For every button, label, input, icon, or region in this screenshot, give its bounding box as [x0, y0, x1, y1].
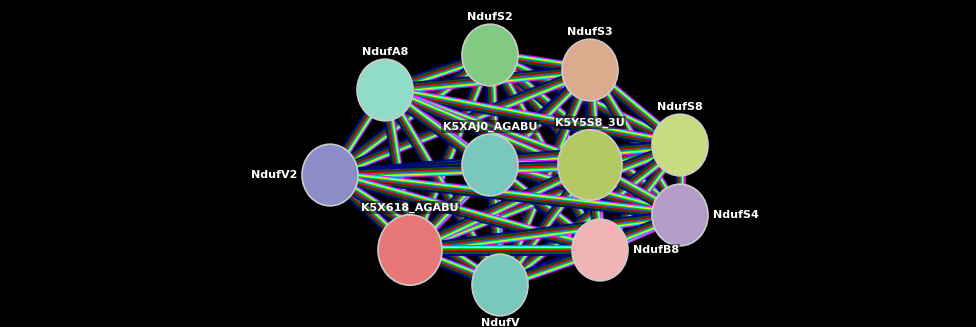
Ellipse shape	[462, 134, 518, 196]
Text: NdufB8: NdufB8	[633, 245, 679, 255]
Text: NdufS8: NdufS8	[657, 102, 703, 112]
Ellipse shape	[562, 39, 618, 101]
Text: K5Y5S8_3U: K5Y5S8_3U	[555, 118, 625, 128]
Ellipse shape	[302, 144, 358, 206]
Text: NdufS3: NdufS3	[567, 27, 613, 37]
Text: NdufA8: NdufA8	[362, 47, 408, 57]
Ellipse shape	[462, 24, 518, 86]
Ellipse shape	[652, 114, 708, 176]
Text: NdufS4: NdufS4	[713, 210, 759, 220]
Ellipse shape	[378, 215, 442, 285]
Ellipse shape	[652, 184, 708, 246]
Ellipse shape	[472, 254, 528, 316]
Text: NdufV2: NdufV2	[251, 170, 297, 180]
Ellipse shape	[558, 130, 622, 200]
Ellipse shape	[572, 219, 628, 281]
Text: NdufV: NdufV	[481, 318, 519, 327]
Ellipse shape	[357, 59, 413, 121]
Text: K5XAJ0_AGABU: K5XAJ0_AGABU	[443, 122, 537, 132]
Text: K5X618_AGABU: K5X618_AGABU	[361, 203, 459, 213]
Text: NdufS2: NdufS2	[468, 12, 512, 22]
